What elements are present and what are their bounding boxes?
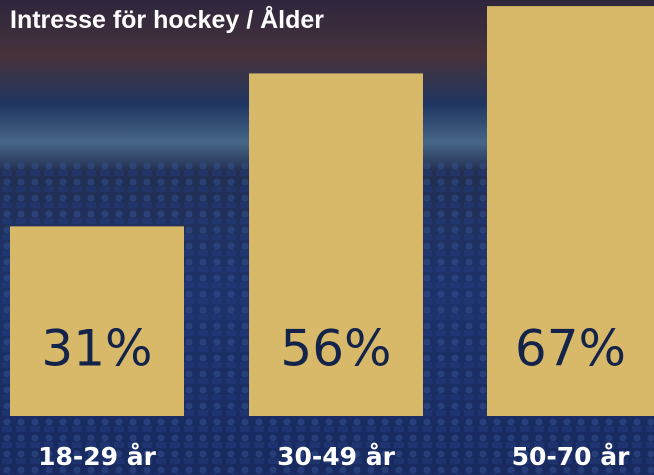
x-tick-label: 30-49 år: [277, 442, 396, 471]
value-label: 56%: [280, 320, 391, 378]
x-tick-label: 50-70 år: [512, 442, 631, 471]
x-tick-label: 18-29 år: [38, 442, 157, 471]
value-label: 67%: [515, 320, 626, 378]
chart: Intresse för hockey / Ålder 31% 18-29 år 5…: [0, 0, 654, 475]
chart-title: Intresse för hockey / Ålder: [10, 5, 324, 34]
value-label: 31%: [41, 320, 152, 378]
page: {"chart_data": {"type": "bar", "title": …: [0, 0, 654, 475]
